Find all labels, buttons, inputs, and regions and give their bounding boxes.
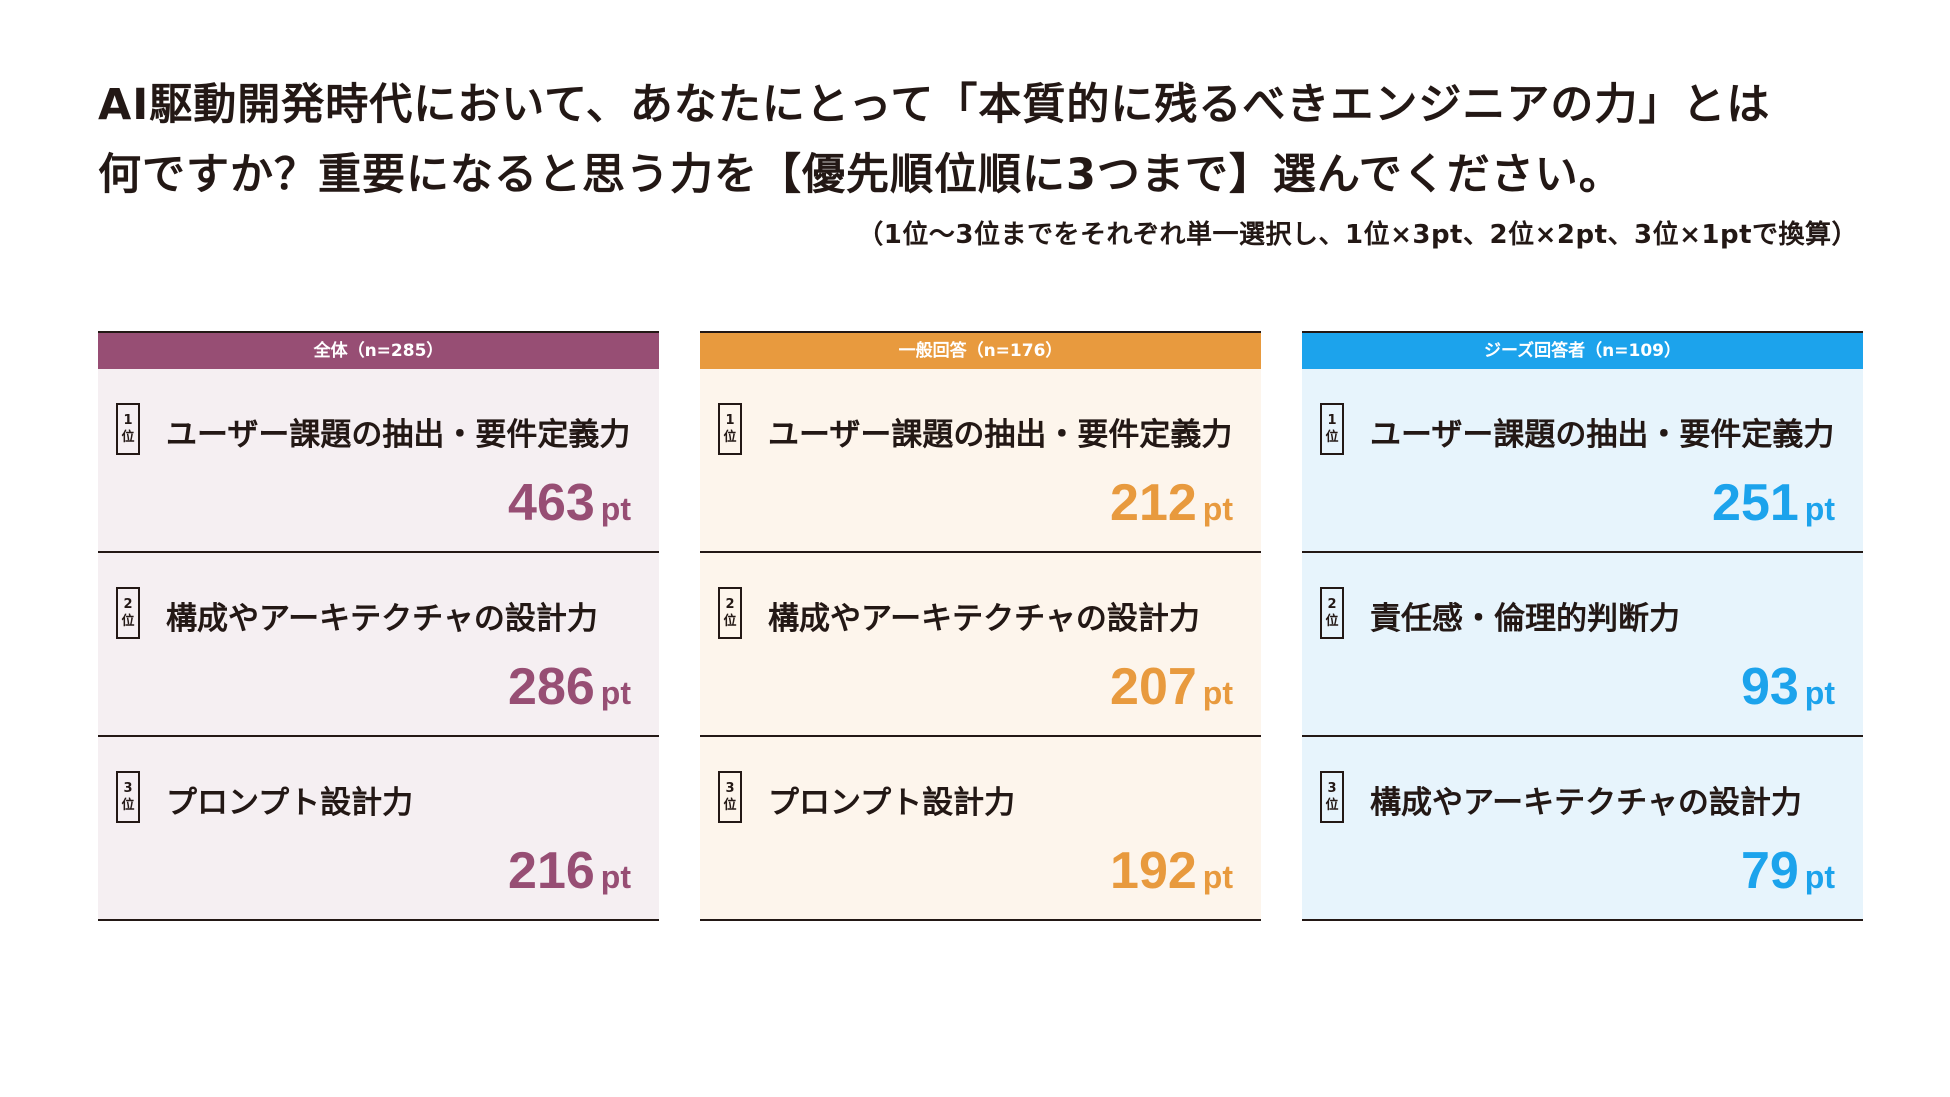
score: 207 pt [1110, 657, 1233, 717]
score-unit: pt [1202, 675, 1233, 711]
score-unit: pt [1804, 491, 1835, 527]
score-unit: pt [1804, 675, 1835, 711]
rank-number: 2 [725, 597, 735, 612]
score: 93 pt [1741, 657, 1835, 717]
score-value: 212 [1110, 474, 1197, 532]
score-value: 93 [1740, 658, 1799, 716]
score-value: 216 [508, 842, 595, 900]
rank-row: 3 位構成やアーキテクチャの設計力 79 pt [1302, 737, 1863, 921]
rank-number: 2 [123, 597, 133, 612]
rank-char: 位 [723, 798, 737, 813]
scoring-note: （1位〜3位までをそれぞれ単一選択し、1位×3pt、2位×2pt、3位×1ptで… [857, 220, 1858, 250]
score-value: 463 [508, 474, 595, 532]
rank-number: 1 [725, 413, 735, 428]
rank-char: 位 [723, 614, 737, 629]
score-unit: pt [600, 859, 631, 895]
ability-label: 構成やアーキテクチャの設計力 [166, 601, 598, 637]
score: 286 pt [508, 657, 631, 717]
question-title-line2: 何ですか？重要になると思う力を【優先順位順に3つまで】選んでください。 [98, 150, 1623, 200]
score-unit: pt [1202, 491, 1233, 527]
panel-overall: 全体（n=285） 1 位ユーザー課題の抽出・要件定義力 463 pt 2 位構成やアーキテ… [98, 331, 659, 921]
rank-row: 2 位責任感・倫理的判断力 93 pt [1302, 553, 1863, 737]
ability-label: ユーザー課題の抽出・要件定義力 [166, 417, 631, 453]
rank-char: 位 [1325, 614, 1339, 629]
ability-label: 責任感・倫理的判断力 [1370, 601, 1680, 637]
ability-label: ユーザー課題の抽出・要件定義力 [1370, 417, 1835, 453]
rank-row: 3 位プロンプト設計力 192 pt [700, 737, 1261, 921]
rank-row: 2 位構成やアーキテクチャの設計力 207 pt [700, 553, 1261, 737]
panel-header: 一般回答（n=176） [700, 333, 1261, 369]
rank-row: 3 位プロンプト設計力 216 pt [98, 737, 659, 921]
ability-label: プロンプト設計力 [768, 785, 1016, 821]
rank-char: 位 [121, 614, 135, 629]
score: 463 pt [508, 473, 631, 533]
score-value: 207 [1110, 658, 1197, 716]
rank-number: 3 [725, 781, 735, 796]
rank-row: 1 位ユーザー課題の抽出・要件定義力 251 pt [1302, 369, 1863, 553]
score-unit: pt [1804, 859, 1835, 895]
score: 79 pt [1741, 841, 1835, 901]
rank-number: 1 [123, 413, 133, 428]
question-title: AI駆動開発時代において、あなたにとって「本質的に残るべきエンジニアの力」とは … [98, 70, 1858, 210]
score-value: 286 [508, 658, 595, 716]
panel-general: 一般回答（n=176） 1 位ユーザー課題の抽出・要件定義力 212 pt 2 位構成やアー… [700, 331, 1261, 921]
score: 192 pt [1110, 841, 1233, 901]
question-title-line1: AI駆動開発時代において、あなたにとって「本質的に残るべきエンジニアの力」とは [98, 80, 1771, 130]
ability-label: 構成やアーキテクチャの設計力 [768, 601, 1200, 637]
score-value: 192 [1110, 842, 1197, 900]
score-unit: pt [600, 491, 631, 527]
rank-number: 3 [123, 781, 133, 796]
rank-row: 1 位ユーザー課題の抽出・要件定義力 463 pt [98, 369, 659, 553]
rank-number: 2 [1327, 597, 1337, 612]
rank-char: 位 [723, 430, 737, 445]
rank-number: 1 [1327, 413, 1337, 428]
panel-header: 全体（n=285） [98, 333, 659, 369]
rank-char: 位 [121, 798, 135, 813]
score-unit: pt [600, 675, 631, 711]
score: 251 pt [1712, 473, 1835, 533]
rank-row: 2 位構成やアーキテクチャの設計力 286 pt [98, 553, 659, 737]
score-value: 79 [1740, 842, 1799, 900]
rank-char: 位 [1325, 430, 1339, 445]
rank-number: 3 [1327, 781, 1337, 796]
score-value: 251 [1712, 474, 1799, 532]
ability-label: ユーザー課題の抽出・要件定義力 [768, 417, 1233, 453]
rank-char: 位 [1325, 798, 1339, 813]
score-unit: pt [1202, 859, 1233, 895]
rank-char: 位 [121, 430, 135, 445]
panel-header: ジーズ回答者（n=109） [1302, 333, 1863, 369]
rank-row: 1 位ユーザー課題の抽出・要件定義力 212 pt [700, 369, 1261, 553]
score: 212 pt [1110, 473, 1233, 533]
ability-label: プロンプト設計力 [166, 785, 414, 821]
ability-label: 構成やアーキテクチャの設計力 [1370, 785, 1802, 821]
panel-gs: ジーズ回答者（n=109） 1 位ユーザー課題の抽出・要件定義力 251 pt 2 位責任感… [1302, 331, 1863, 921]
score: 216 pt [508, 841, 631, 901]
